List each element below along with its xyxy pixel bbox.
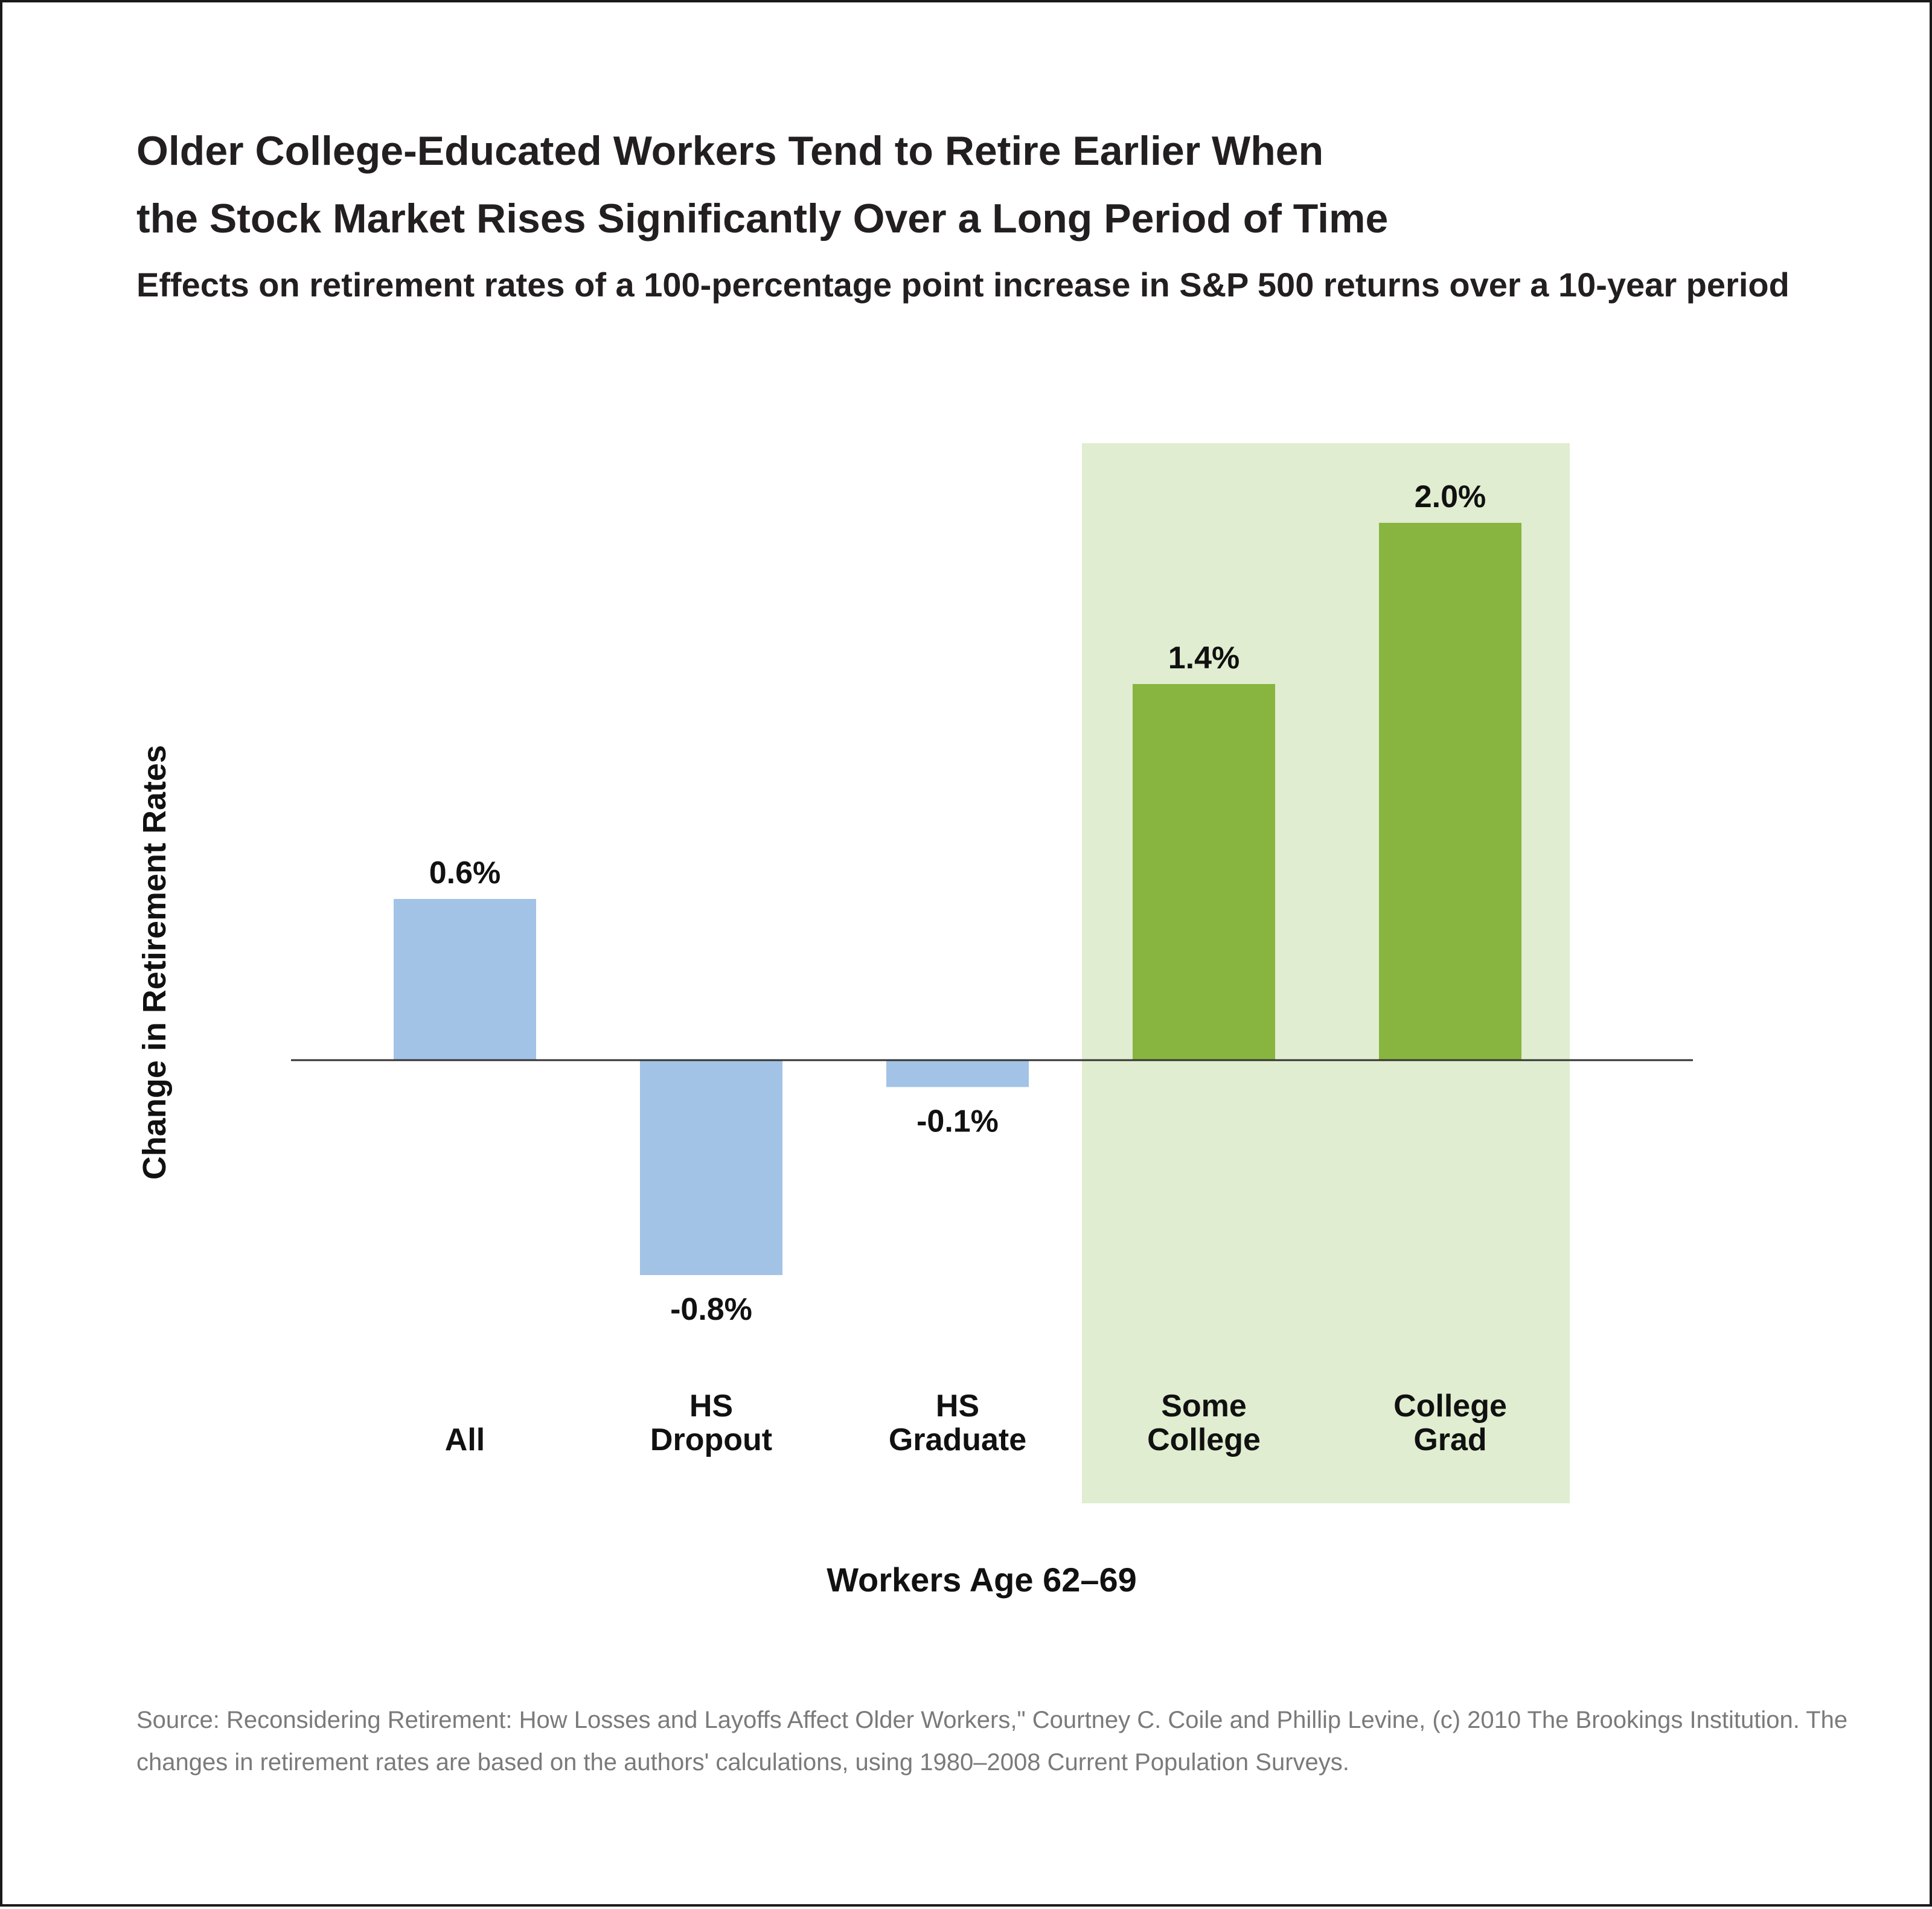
category-label-hs-graduate: HS Graduate: [889, 1389, 1026, 1457]
bar-hs-dropout: [640, 1060, 782, 1275]
bar-college-grad: [1379, 523, 1521, 1060]
category-label-line: Dropout: [650, 1422, 772, 1457]
category-label-line: College: [1393, 1389, 1507, 1424]
value-label-hs-dropout: -0.8%: [670, 1292, 752, 1327]
y-axis-label: Change in Retirement Rates: [136, 745, 173, 1180]
value-label-all: 0.6%: [429, 855, 501, 891]
bar-some-college: [1133, 684, 1275, 1060]
category-label-line: HS: [689, 1389, 733, 1424]
category-label-line: HS: [936, 1389, 979, 1424]
category-label-college-grad: College Grad: [1393, 1389, 1507, 1457]
category-label-line: All: [445, 1422, 485, 1457]
value-label-hs-graduate: -0.1%: [916, 1104, 999, 1139]
chart-title: Older College-Educated Workers Tend to R…: [136, 117, 1767, 252]
value-label-some-college: 1.4%: [1168, 641, 1240, 676]
source-note: Source: Reconsidering Retirement: How Lo…: [136, 1707, 1848, 1776]
category-label-hs-dropout: HS Dropout: [650, 1389, 772, 1457]
bar-hs-graduate: [886, 1060, 1029, 1087]
value-label-college-grad: 2.0%: [1415, 479, 1486, 514]
bars-layer: [394, 523, 1521, 1275]
category-label-line: Some: [1161, 1389, 1247, 1424]
category-label-line: College: [1147, 1422, 1261, 1457]
bar-all: [394, 899, 536, 1060]
chart-title-line-1: Older College-Educated Workers Tend to R…: [136, 128, 1324, 174]
category-label-line: Grad: [1413, 1422, 1486, 1457]
chart-subtitle: Effects on retirement rates of a 100-per…: [136, 266, 1790, 304]
x-axis-label: Workers Age 62–69: [827, 1561, 1137, 1599]
chart-title-line-2: the Stock Market Rises Significantly Ove…: [136, 196, 1389, 241]
category-label-some-college: Some College: [1147, 1389, 1261, 1457]
category-label-line: Graduate: [889, 1422, 1026, 1457]
category-label-all: All: [445, 1422, 485, 1457]
labels-layer: 0.6%All-0.8%HS Dropout-0.1%HS Graduate1.4%…: [429, 479, 1507, 1457]
